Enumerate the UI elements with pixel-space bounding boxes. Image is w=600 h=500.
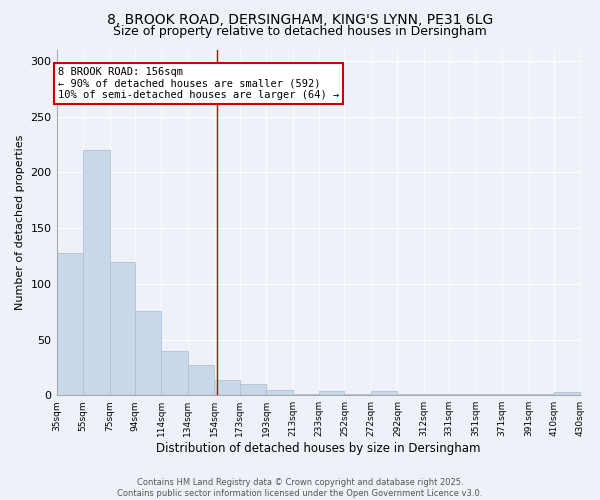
Bar [188,365,214,395]
Bar [554,392,580,395]
Text: Contains HM Land Registry data © Crown copyright and database right 2025.
Contai: Contains HM Land Registry data © Crown c… [118,478,482,498]
Text: 8 BROOK ROAD: 156sqm
← 90% of detached houses are smaller (592)
10% of semi-deta: 8 BROOK ROAD: 156sqm ← 90% of detached h… [58,66,339,100]
Bar [56,252,83,395]
Text: Size of property relative to detached houses in Dersingham: Size of property relative to detached ho… [113,25,487,38]
Y-axis label: Number of detached properties: Number of detached properties [15,135,25,310]
Bar [344,394,371,395]
Bar [135,310,161,395]
Bar [83,150,110,395]
Text: 8, BROOK ROAD, DERSINGHAM, KING'S LYNN, PE31 6LG: 8, BROOK ROAD, DERSINGHAM, KING'S LYNN, … [107,12,493,26]
Bar [529,394,554,395]
Bar [424,394,449,395]
Bar [293,394,319,395]
Bar [502,394,529,395]
Bar [319,391,344,395]
Bar [161,350,188,395]
Bar [371,391,397,395]
Bar [214,380,239,395]
X-axis label: Distribution of detached houses by size in Dersingham: Distribution of detached houses by size … [156,442,481,455]
Bar [110,262,135,395]
Bar [266,390,293,395]
Bar [449,394,476,395]
Bar [397,394,424,395]
Bar [476,394,502,395]
Bar [239,384,266,395]
